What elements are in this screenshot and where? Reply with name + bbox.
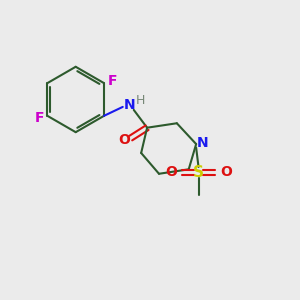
Text: N: N	[197, 136, 208, 150]
Text: O: O	[165, 165, 177, 179]
Text: S: S	[193, 165, 204, 180]
Text: H: H	[136, 94, 145, 106]
Text: O: O	[118, 134, 130, 148]
Text: O: O	[220, 165, 232, 179]
Text: F: F	[108, 74, 117, 88]
Text: F: F	[34, 111, 44, 125]
Text: N: N	[124, 98, 135, 112]
